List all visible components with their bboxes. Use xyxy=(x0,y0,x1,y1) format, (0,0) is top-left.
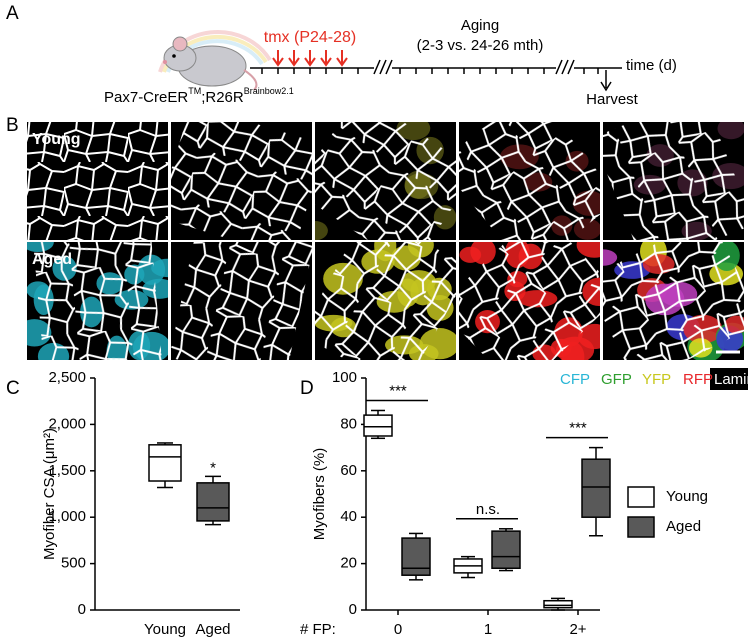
panel-label: B xyxy=(6,115,19,136)
cell-mesh xyxy=(459,242,600,360)
y-tick-label: 0 xyxy=(78,601,86,618)
timeline xyxy=(250,59,622,92)
box-body xyxy=(581,458,611,518)
row-label: Young xyxy=(32,131,81,148)
aging-label: Aging xyxy=(461,17,499,34)
y-tick-label: 20 xyxy=(340,555,357,572)
box xyxy=(401,532,431,581)
box-body xyxy=(363,414,393,437)
genotype-part: Pax7-CreER xyxy=(104,89,188,106)
cell-mesh xyxy=(171,242,312,360)
box xyxy=(543,597,573,611)
box-body xyxy=(148,444,182,482)
significance: n.s. xyxy=(476,501,500,518)
genotype: Pax7-CreERTM;R26RBrainbow2.1 xyxy=(104,86,294,106)
mouse-icon xyxy=(158,30,272,91)
micrograph xyxy=(315,122,456,240)
cell-fill xyxy=(576,242,600,258)
box-body xyxy=(491,530,521,569)
y-tick-label: 80 xyxy=(340,415,357,432)
box xyxy=(196,475,230,526)
box xyxy=(491,528,521,572)
panel-label: D xyxy=(300,378,314,399)
cell-fill xyxy=(717,122,744,140)
micrograph xyxy=(171,122,312,240)
channel-label: YFP xyxy=(642,371,671,388)
x-tick-label: 1 xyxy=(484,621,492,638)
micrograph xyxy=(459,122,600,240)
y-tick-label: 500 xyxy=(61,555,86,572)
y-tick-label: 60 xyxy=(340,462,357,479)
y-axis-label: Myofiber CSA (μm²) xyxy=(41,428,58,560)
legend-swatch xyxy=(627,486,655,508)
micrograph xyxy=(603,122,744,240)
cell-fill xyxy=(315,220,328,240)
harvest-label: Harvest xyxy=(586,91,639,108)
cell-fill xyxy=(603,249,618,266)
aging-detail: (2-3 vs. 24-26 mth) xyxy=(417,37,544,54)
significance: * xyxy=(210,459,216,476)
channel-label: Laminin xyxy=(714,371,750,388)
channel-legend: CFP GFP YFP RFPLaminin xyxy=(560,371,750,388)
box xyxy=(363,409,393,440)
cell-mesh xyxy=(315,242,456,360)
genotype-sup: Brainbow2.1 xyxy=(244,86,294,96)
y-tick-label: 0 xyxy=(349,601,357,618)
x-tick-label: 0 xyxy=(394,621,402,638)
box-body xyxy=(401,537,431,576)
cell-mesh xyxy=(315,122,456,240)
row-label: Aged xyxy=(32,251,72,268)
y-tick-label: 2,000 xyxy=(48,415,86,432)
micrographs: Young Aged xyxy=(27,122,744,360)
y-axis-label: Myofibers (%) xyxy=(311,448,328,541)
cell-mesh xyxy=(32,242,163,360)
channel-label: GFP xyxy=(601,371,632,388)
box-body xyxy=(543,599,573,609)
micrograph xyxy=(459,242,600,360)
cell-mesh xyxy=(171,122,312,240)
cell-mesh xyxy=(27,122,168,240)
y-tick-label: 2,500 xyxy=(48,369,86,386)
significance: *** xyxy=(389,382,407,399)
y-tick-label: 1,500 xyxy=(48,462,86,479)
cell-mesh xyxy=(459,122,600,240)
genotype-part: ;R26R xyxy=(201,89,244,106)
tmx-arrows xyxy=(272,50,348,67)
significance: *** xyxy=(569,420,587,437)
genotype-sup: TM xyxy=(188,86,201,96)
panel-label: C xyxy=(6,378,20,399)
box xyxy=(581,446,611,537)
y-tick-label: 100 xyxy=(332,369,357,386)
cell-mesh xyxy=(603,122,744,240)
micrograph xyxy=(27,242,168,360)
laminin-bg xyxy=(710,368,748,390)
box-body xyxy=(196,482,230,522)
x-tick-label: 2+ xyxy=(569,621,586,638)
plots: 0 500 1,000 1,500 2,000 2,500 Myofiber CSA (μm… xyxy=(41,369,708,638)
x-axis-label: # FP: xyxy=(300,621,336,638)
micrograph xyxy=(27,122,168,240)
micrograph xyxy=(171,242,312,360)
x-tick-label: Aged xyxy=(195,621,230,638)
channel-label: CFP xyxy=(560,371,590,388)
time-label: time (d) xyxy=(626,57,677,74)
box xyxy=(453,555,483,579)
y-tick-label: 40 xyxy=(340,508,357,525)
y-tick-label: 1,000 xyxy=(48,508,86,525)
panel-label: A xyxy=(6,3,19,24)
cell-mesh xyxy=(603,242,744,360)
legend-label: Aged xyxy=(666,518,701,535)
micrograph xyxy=(603,242,744,360)
x-tick-label: Young xyxy=(144,621,186,638)
legend-label: Young xyxy=(666,488,708,505)
channel-label: RFP xyxy=(683,371,713,388)
legend-swatch xyxy=(627,516,655,538)
box xyxy=(148,442,182,489)
tmx-label: tmx (P24-28) xyxy=(264,29,356,46)
micrograph xyxy=(315,242,456,360)
